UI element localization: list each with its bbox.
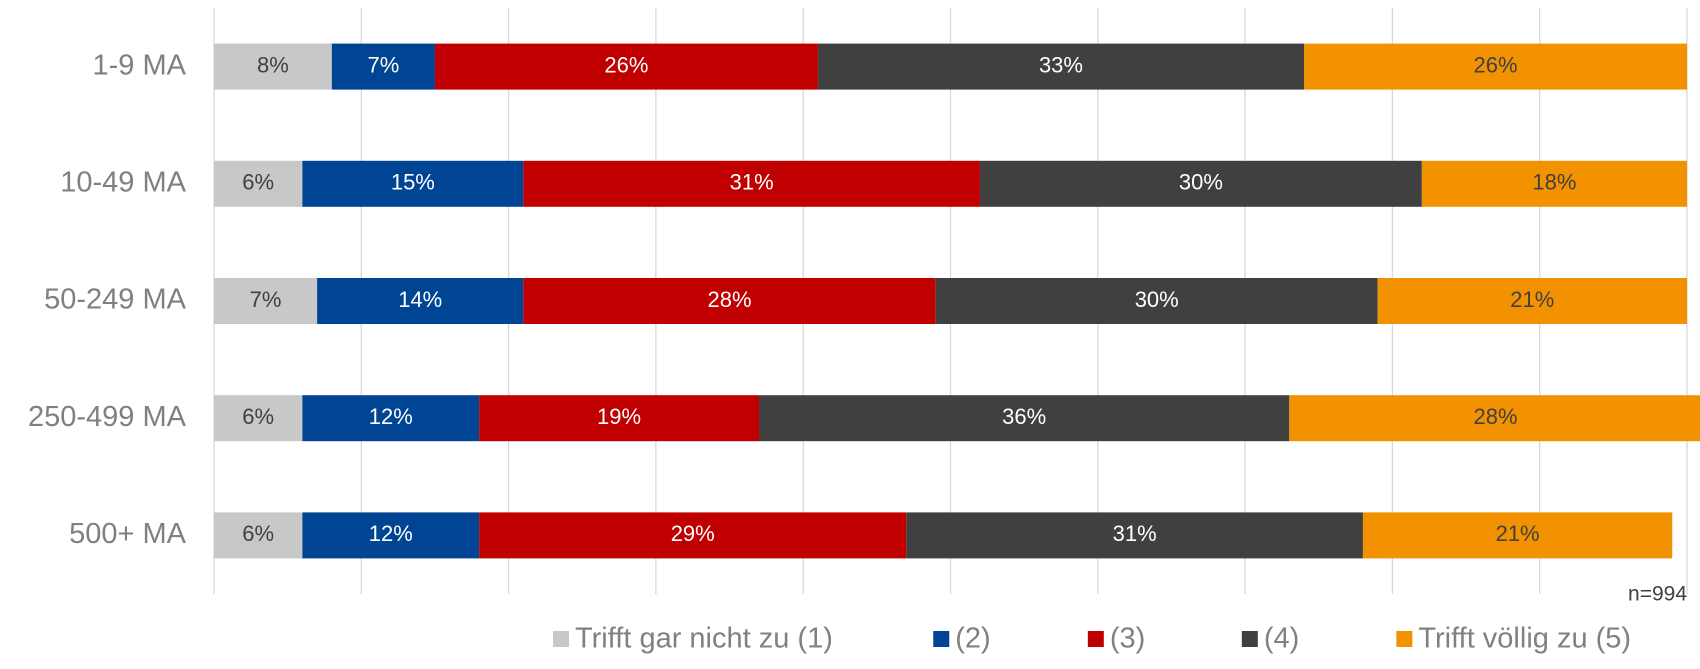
bar-segment xyxy=(214,512,303,559)
data-label: 31% xyxy=(1113,521,1157,546)
bar-segment xyxy=(523,160,980,207)
legend-label: (3) xyxy=(1110,623,1145,655)
data-label: 14% xyxy=(398,287,442,312)
legend-swatch xyxy=(1087,631,1104,647)
bar-segment xyxy=(214,160,303,207)
bar-segment xyxy=(302,512,480,559)
bar-segment xyxy=(906,512,1363,559)
bar-segment xyxy=(331,43,435,90)
bar-segment xyxy=(214,395,303,442)
legend-label: Trifft gar nicht zu (1) xyxy=(575,623,833,655)
data-label: 31% xyxy=(730,170,774,195)
legend-swatch xyxy=(1241,631,1258,647)
bar-segment xyxy=(1304,43,1687,90)
data-label: 29% xyxy=(671,521,715,546)
data-label: 30% xyxy=(1135,287,1179,312)
bar-segment xyxy=(817,43,1305,90)
y-tick-label: 10-49 MA xyxy=(60,166,186,198)
data-label: 26% xyxy=(1473,52,1517,77)
y-tick-label: 1-9 MA xyxy=(93,49,187,81)
y-tick-label: 250-499 MA xyxy=(28,401,187,433)
bar-segment xyxy=(214,278,318,324)
data-label: 12% xyxy=(369,404,413,429)
data-label: 21% xyxy=(1496,521,1540,546)
data-label: 7% xyxy=(250,287,282,312)
legend-label: Trifft völlig zu (5) xyxy=(1418,623,1631,655)
bar-segment xyxy=(479,512,907,559)
bar-segment xyxy=(479,395,760,442)
legend-swatch xyxy=(1396,631,1413,647)
legend-swatch xyxy=(553,631,569,647)
bar-segment xyxy=(935,278,1378,324)
data-label: 26% xyxy=(604,52,648,77)
y-tick-label: 500+ MA xyxy=(69,518,187,550)
bar-segment xyxy=(434,43,818,90)
bar-segment xyxy=(1421,160,1687,207)
bar-segment xyxy=(302,160,524,207)
legend-label: (2) xyxy=(955,623,990,655)
y-tick-label: 50-249 MA xyxy=(44,284,187,316)
data-label: 30% xyxy=(1179,170,1223,195)
data-label: 15% xyxy=(391,170,435,195)
legend-label: (4) xyxy=(1264,623,1299,655)
data-label: 28% xyxy=(708,287,752,312)
data-label: 6% xyxy=(242,170,274,195)
data-label: 19% xyxy=(597,404,641,429)
bar-segment xyxy=(1377,278,1687,324)
data-label: 7% xyxy=(367,52,399,77)
data-label: 21% xyxy=(1510,287,1554,312)
data-label: 6% xyxy=(242,521,274,546)
data-label: 8% xyxy=(257,52,289,77)
data-label: 28% xyxy=(1473,404,1517,429)
bar-segment xyxy=(317,278,524,324)
bar-segment xyxy=(1289,395,1700,442)
bar-segment xyxy=(1362,512,1673,559)
annotation: n=994 xyxy=(1628,583,1687,606)
bar-segment xyxy=(214,43,332,90)
bar-segment xyxy=(759,395,1290,442)
data-label: 12% xyxy=(369,521,413,546)
legend-swatch xyxy=(933,631,950,647)
data-label: 33% xyxy=(1039,52,1083,77)
data-label: 6% xyxy=(242,404,274,429)
bar-segment xyxy=(523,278,936,324)
data-label: 36% xyxy=(1002,404,1046,429)
bar-segment xyxy=(302,395,480,442)
bar-segment xyxy=(979,160,1422,207)
data-label: 18% xyxy=(1532,170,1576,195)
